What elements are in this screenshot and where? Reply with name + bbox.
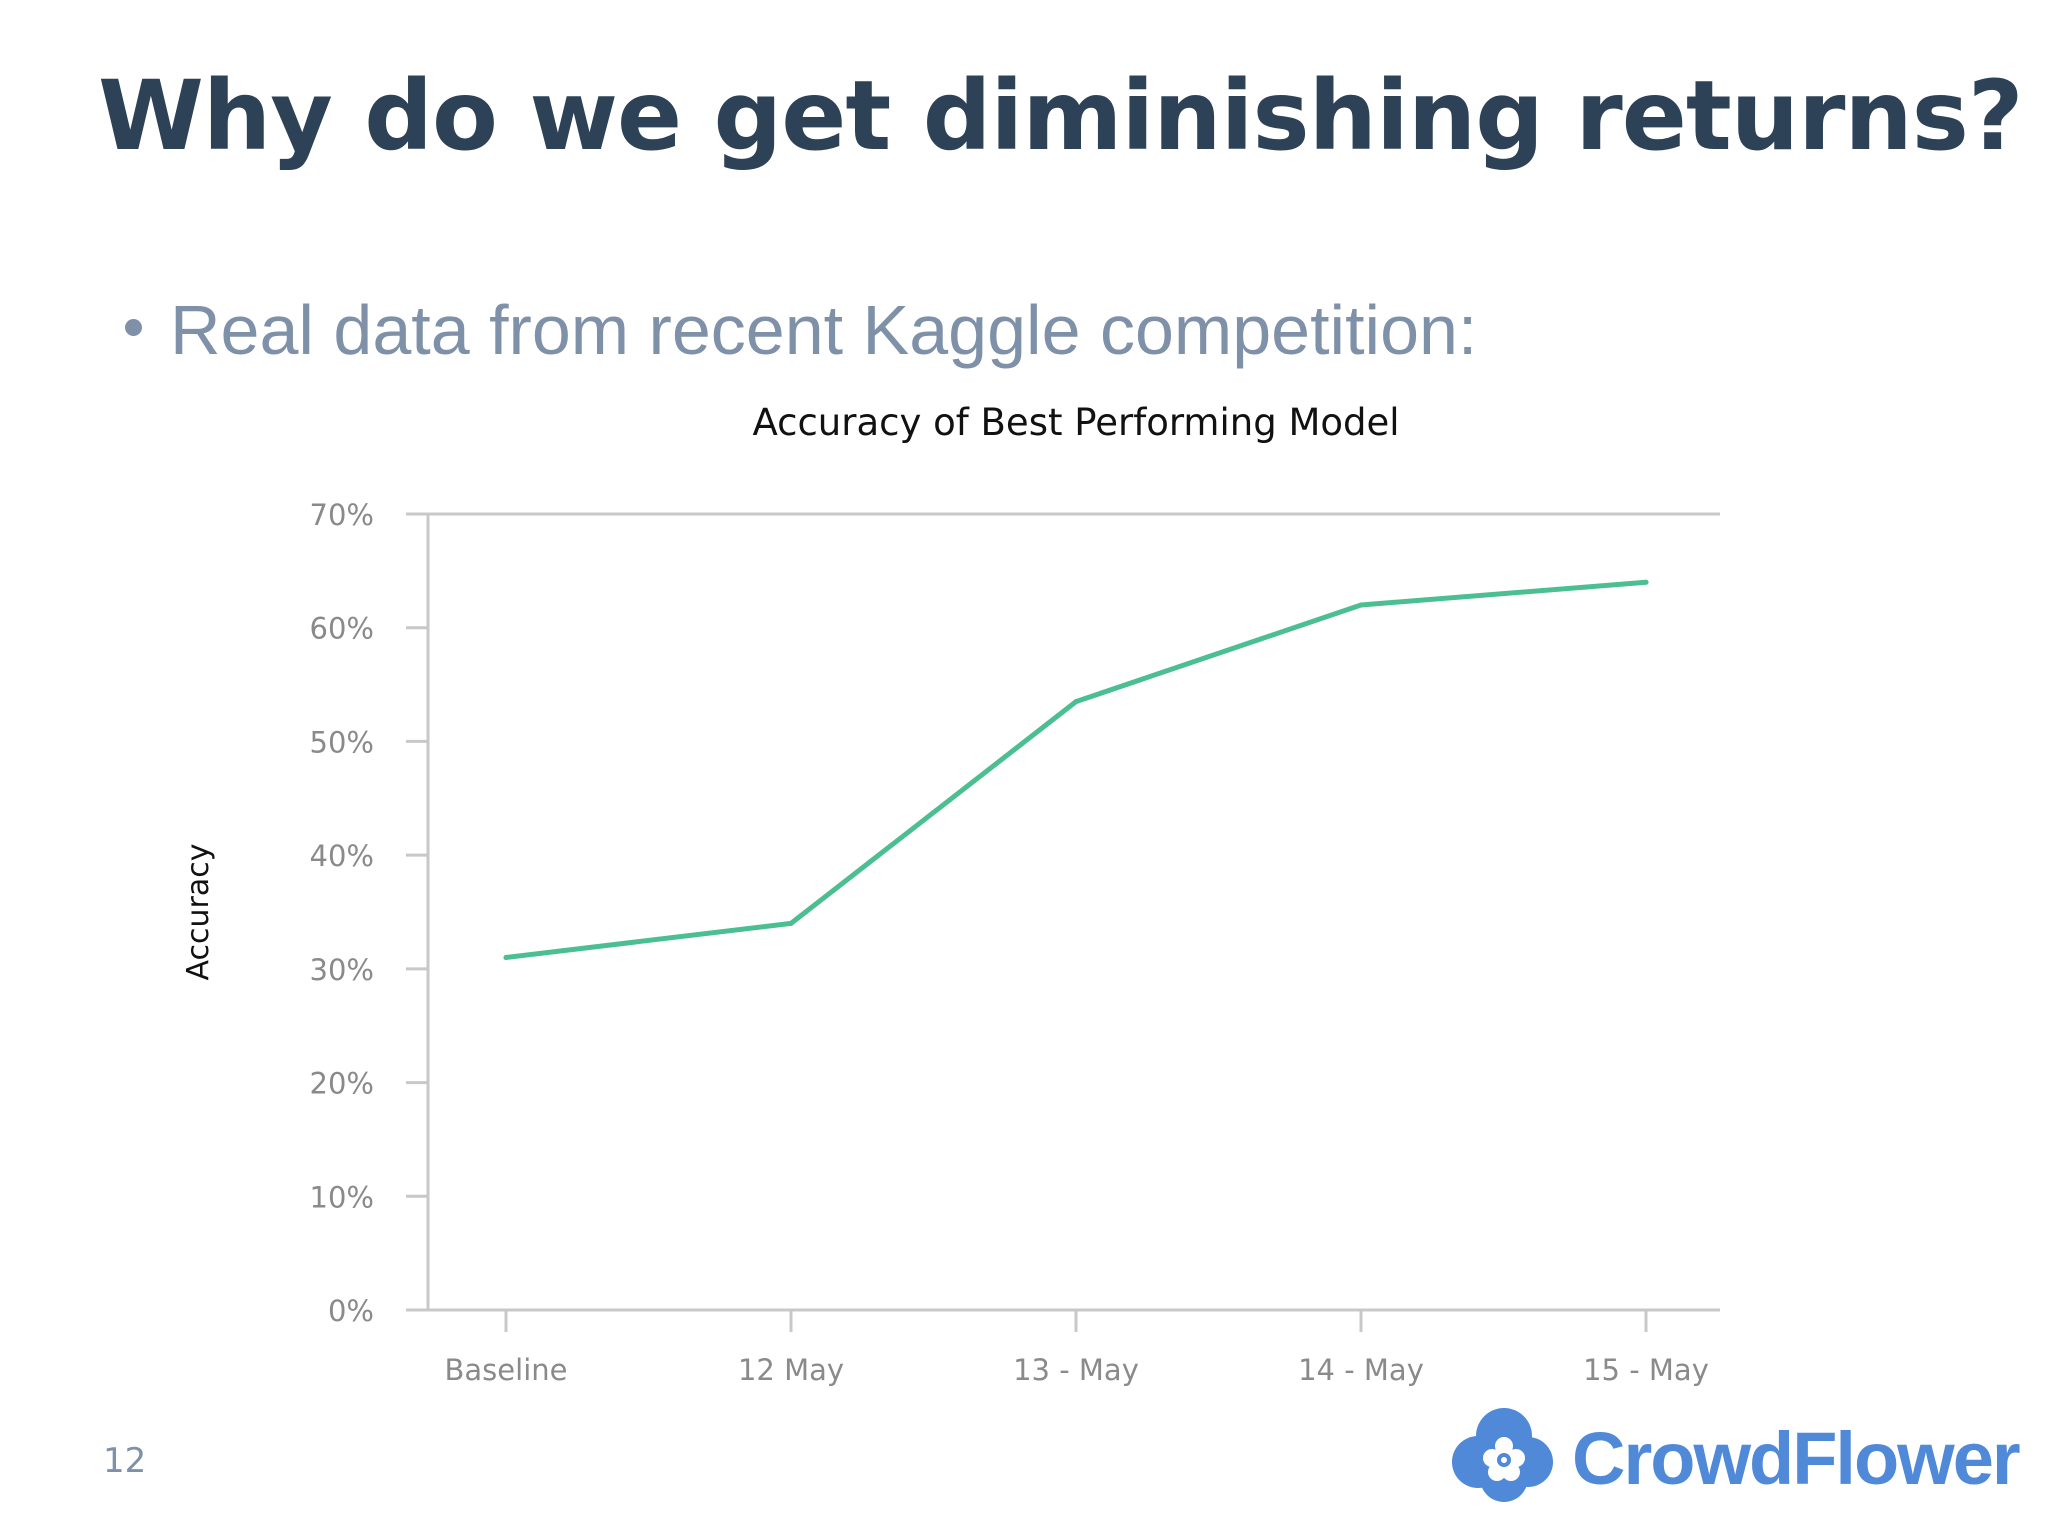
- data-point: [788, 920, 794, 926]
- brand-name: CrowdFlower: [1572, 1417, 2021, 1500]
- y-tick-label: 30%: [310, 953, 374, 987]
- y-tick-label: 70%: [310, 498, 374, 532]
- bullet-point: Real data from recent Kaggle competition…: [125, 290, 1477, 370]
- y-tick-label: 20%: [310, 1067, 374, 1101]
- data-point: [1073, 699, 1079, 705]
- chart-title: Accuracy of Best Performing Model: [752, 401, 1399, 444]
- series-line: [503, 579, 1649, 960]
- x-tick-label: 13 - May: [1013, 1353, 1139, 1387]
- x-tick-label: 12 May: [738, 1353, 844, 1387]
- chart-axes: [426, 512, 1720, 1312]
- x-tick-label: 14 - May: [1298, 1353, 1424, 1387]
- data-point: [503, 954, 509, 960]
- page-number: 12: [103, 1441, 147, 1481]
- data-point: [1358, 602, 1364, 608]
- bullet-dot-icon: [125, 319, 142, 336]
- x-tick-label: 15 - May: [1583, 1353, 1709, 1387]
- crowdflower-cloud-icon: [1452, 1408, 1553, 1502]
- bullet-text: Real data from recent Kaggle competition…: [170, 291, 1478, 369]
- y-axis-ticks: 0% 10% 20% 30% 40% 50% 60% 70%: [310, 498, 428, 1328]
- y-tick-label: 50%: [310, 725, 374, 759]
- data-point: [1643, 579, 1649, 585]
- slide-title: Why do we get diminishing returns?: [98, 60, 2024, 172]
- y-tick-label: 10%: [310, 1180, 374, 1214]
- y-tick-label: 0%: [328, 1294, 374, 1328]
- chart-series: [503, 579, 1649, 960]
- y-tick-label: 60%: [310, 612, 374, 646]
- accuracy-line-chart: Accuracy of Best Performing Model Accura…: [181, 401, 1720, 1387]
- crowdflower-logo: CrowdFlower: [1448, 1400, 2021, 1510]
- y-tick-label: 40%: [310, 839, 374, 873]
- y-axis-label: Accuracy: [181, 844, 216, 981]
- x-tick-label: Baseline: [445, 1353, 568, 1387]
- x-axis-ticks: Baseline 12 May 13 - May 14 - May 15 - May: [445, 1310, 1709, 1387]
